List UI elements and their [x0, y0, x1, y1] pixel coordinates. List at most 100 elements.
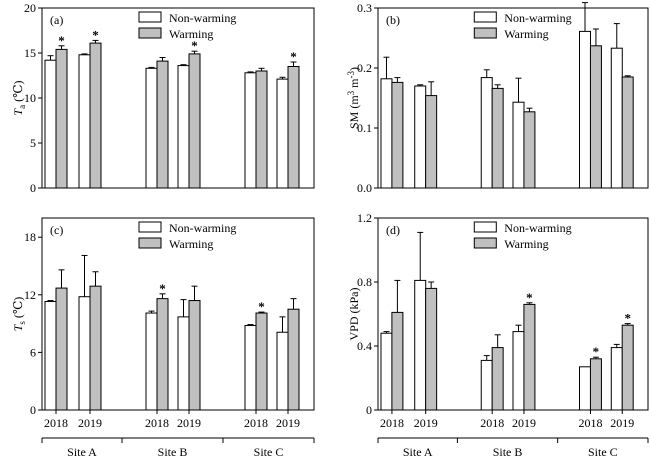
y-tick-label: 10 [24, 91, 36, 105]
x-tick-label: 2019 [276, 416, 300, 430]
y-tick-label: 0 [366, 403, 372, 417]
legend-swatch-warming [138, 27, 162, 39]
bar-warming [89, 42, 102, 189]
x-tick-label: 2018 [380, 416, 404, 430]
y-tick-label: 6 [30, 345, 36, 359]
bar-warming [391, 81, 404, 189]
bar-non-warming [579, 366, 592, 411]
panel-label: (b) [386, 13, 400, 27]
y-tick-label: 0.0 [357, 181, 372, 195]
bar-warming [589, 358, 602, 411]
bar-warming [523, 111, 536, 189]
legend-swatch-non-warming [138, 11, 162, 23]
legend-label-non-warming: Non-warming [504, 11, 571, 25]
panel-b: 0.0 0.1 0.2 0.3 (b) Non-warming Warming SM (m3 … [346, 1, 649, 195]
bar-warming [156, 60, 169, 189]
bar-warming [425, 287, 438, 411]
bar-non-warming [276, 331, 289, 411]
bar-non-warming [414, 279, 427, 411]
bar-warming [491, 347, 504, 411]
x-axis-c: 2018 2019 2018 2019 2018 2019 Site A Site B Site… [41, 410, 315, 457]
bar-warming [589, 45, 602, 189]
site-label: Site A [403, 445, 433, 457]
bar-non-warming [380, 332, 393, 411]
bar-non-warming [244, 325, 257, 411]
bar-non-warming [480, 77, 493, 189]
legend-swatch-non-warming [473, 221, 497, 233]
significance-star: * [526, 290, 533, 305]
legend-label-warming: Warming [504, 27, 548, 41]
x-tick-label: 2019 [610, 416, 634, 430]
panel-label: (a) [50, 13, 63, 27]
bar-warming [156, 298, 169, 411]
x-tick-label: 2018 [578, 416, 602, 430]
bar-warming [255, 70, 268, 189]
y-tick-label: 0.2 [357, 61, 372, 75]
legend-label-warming: Warming [169, 27, 213, 41]
bar-warming [55, 287, 68, 411]
y-tick-label: 0 [30, 181, 36, 195]
panel-d: 0 0.4 0.8 1.2 * * * (d) Non-warming Warming VPD (k… [347, 211, 649, 417]
legend-label-warming: Warming [169, 237, 213, 251]
site-label: Site A [67, 445, 97, 457]
legend-label-non-warming: Non-warming [504, 221, 571, 235]
legend-label-non-warming: Non-warming [169, 11, 236, 25]
panel-c: 0 6 12 18 * * (c) Non-warming Warming Ts (℃) [11, 217, 315, 417]
bar-warming [523, 303, 536, 411]
x-tick-label: 2018 [44, 416, 68, 430]
legend-swatch-non-warming [473, 11, 497, 23]
site-label: Site B [493, 445, 523, 457]
x-tick-label: 2019 [177, 416, 201, 430]
significance-star: * [624, 311, 631, 326]
bar-non-warming [145, 312, 158, 411]
y-tick-label: 0.4 [357, 339, 372, 353]
bar-non-warming [177, 65, 190, 189]
bar-warming [188, 300, 201, 411]
y-tick-label: 15 [24, 46, 36, 60]
bar-non-warming [512, 331, 525, 411]
bar-warming [89, 285, 102, 411]
bar-non-warming [177, 316, 190, 411]
bar-non-warming [78, 296, 91, 411]
x-tick-label: 2018 [244, 416, 268, 430]
bar-non-warming [244, 72, 257, 189]
y-axis-title: Ta (℃) [11, 80, 27, 115]
significance-star: * [159, 281, 166, 296]
bar-warming [287, 66, 300, 189]
bar-non-warming [610, 347, 623, 411]
bar-non-warming [44, 59, 57, 189]
x-tick-label: 2018 [480, 416, 504, 430]
bar-warming [425, 95, 438, 189]
y-axis-title: SM (m3 m-3) [346, 67, 361, 129]
x-tick-label: 2019 [414, 416, 438, 430]
y-tick-label: 0.3 [357, 1, 372, 15]
bar-warming [287, 308, 300, 411]
legend-label-warming: Warming [504, 237, 548, 251]
significance-star: * [290, 49, 297, 64]
significance-star: * [92, 27, 99, 42]
site-label: Site B [158, 445, 188, 457]
x-tick-label: 2019 [78, 416, 102, 430]
y-tick-label: 0.8 [357, 275, 372, 289]
y-tick-label: 18 [24, 230, 36, 244]
bar-non-warming [610, 47, 623, 189]
bar-warming [621, 76, 634, 189]
significance-star: * [258, 299, 265, 314]
panel-a: 0 5 10 15 20 * * * * (a) Non-warming Warming Ta (℃) [11, 1, 315, 195]
bar-non-warming [512, 101, 525, 189]
site-label: Site C [588, 445, 618, 457]
y-tick-label: 12 [24, 288, 36, 302]
bar-warming [255, 312, 268, 411]
y-tick-label: 0 [30, 403, 36, 417]
significance-star: * [593, 344, 600, 359]
legend-swatch-warming [473, 27, 497, 39]
significance-star: * [58, 33, 65, 48]
bar-non-warming [414, 85, 427, 189]
y-axis-title: VPD (kPa) [347, 287, 361, 340]
panel-label: (c) [50, 223, 63, 237]
y-tick-label: 5 [30, 136, 36, 150]
legend-swatch-non-warming [138, 221, 162, 233]
x-tick-label: 2019 [512, 416, 536, 430]
bar-non-warming [145, 67, 158, 189]
site-label: Site C [254, 445, 284, 457]
